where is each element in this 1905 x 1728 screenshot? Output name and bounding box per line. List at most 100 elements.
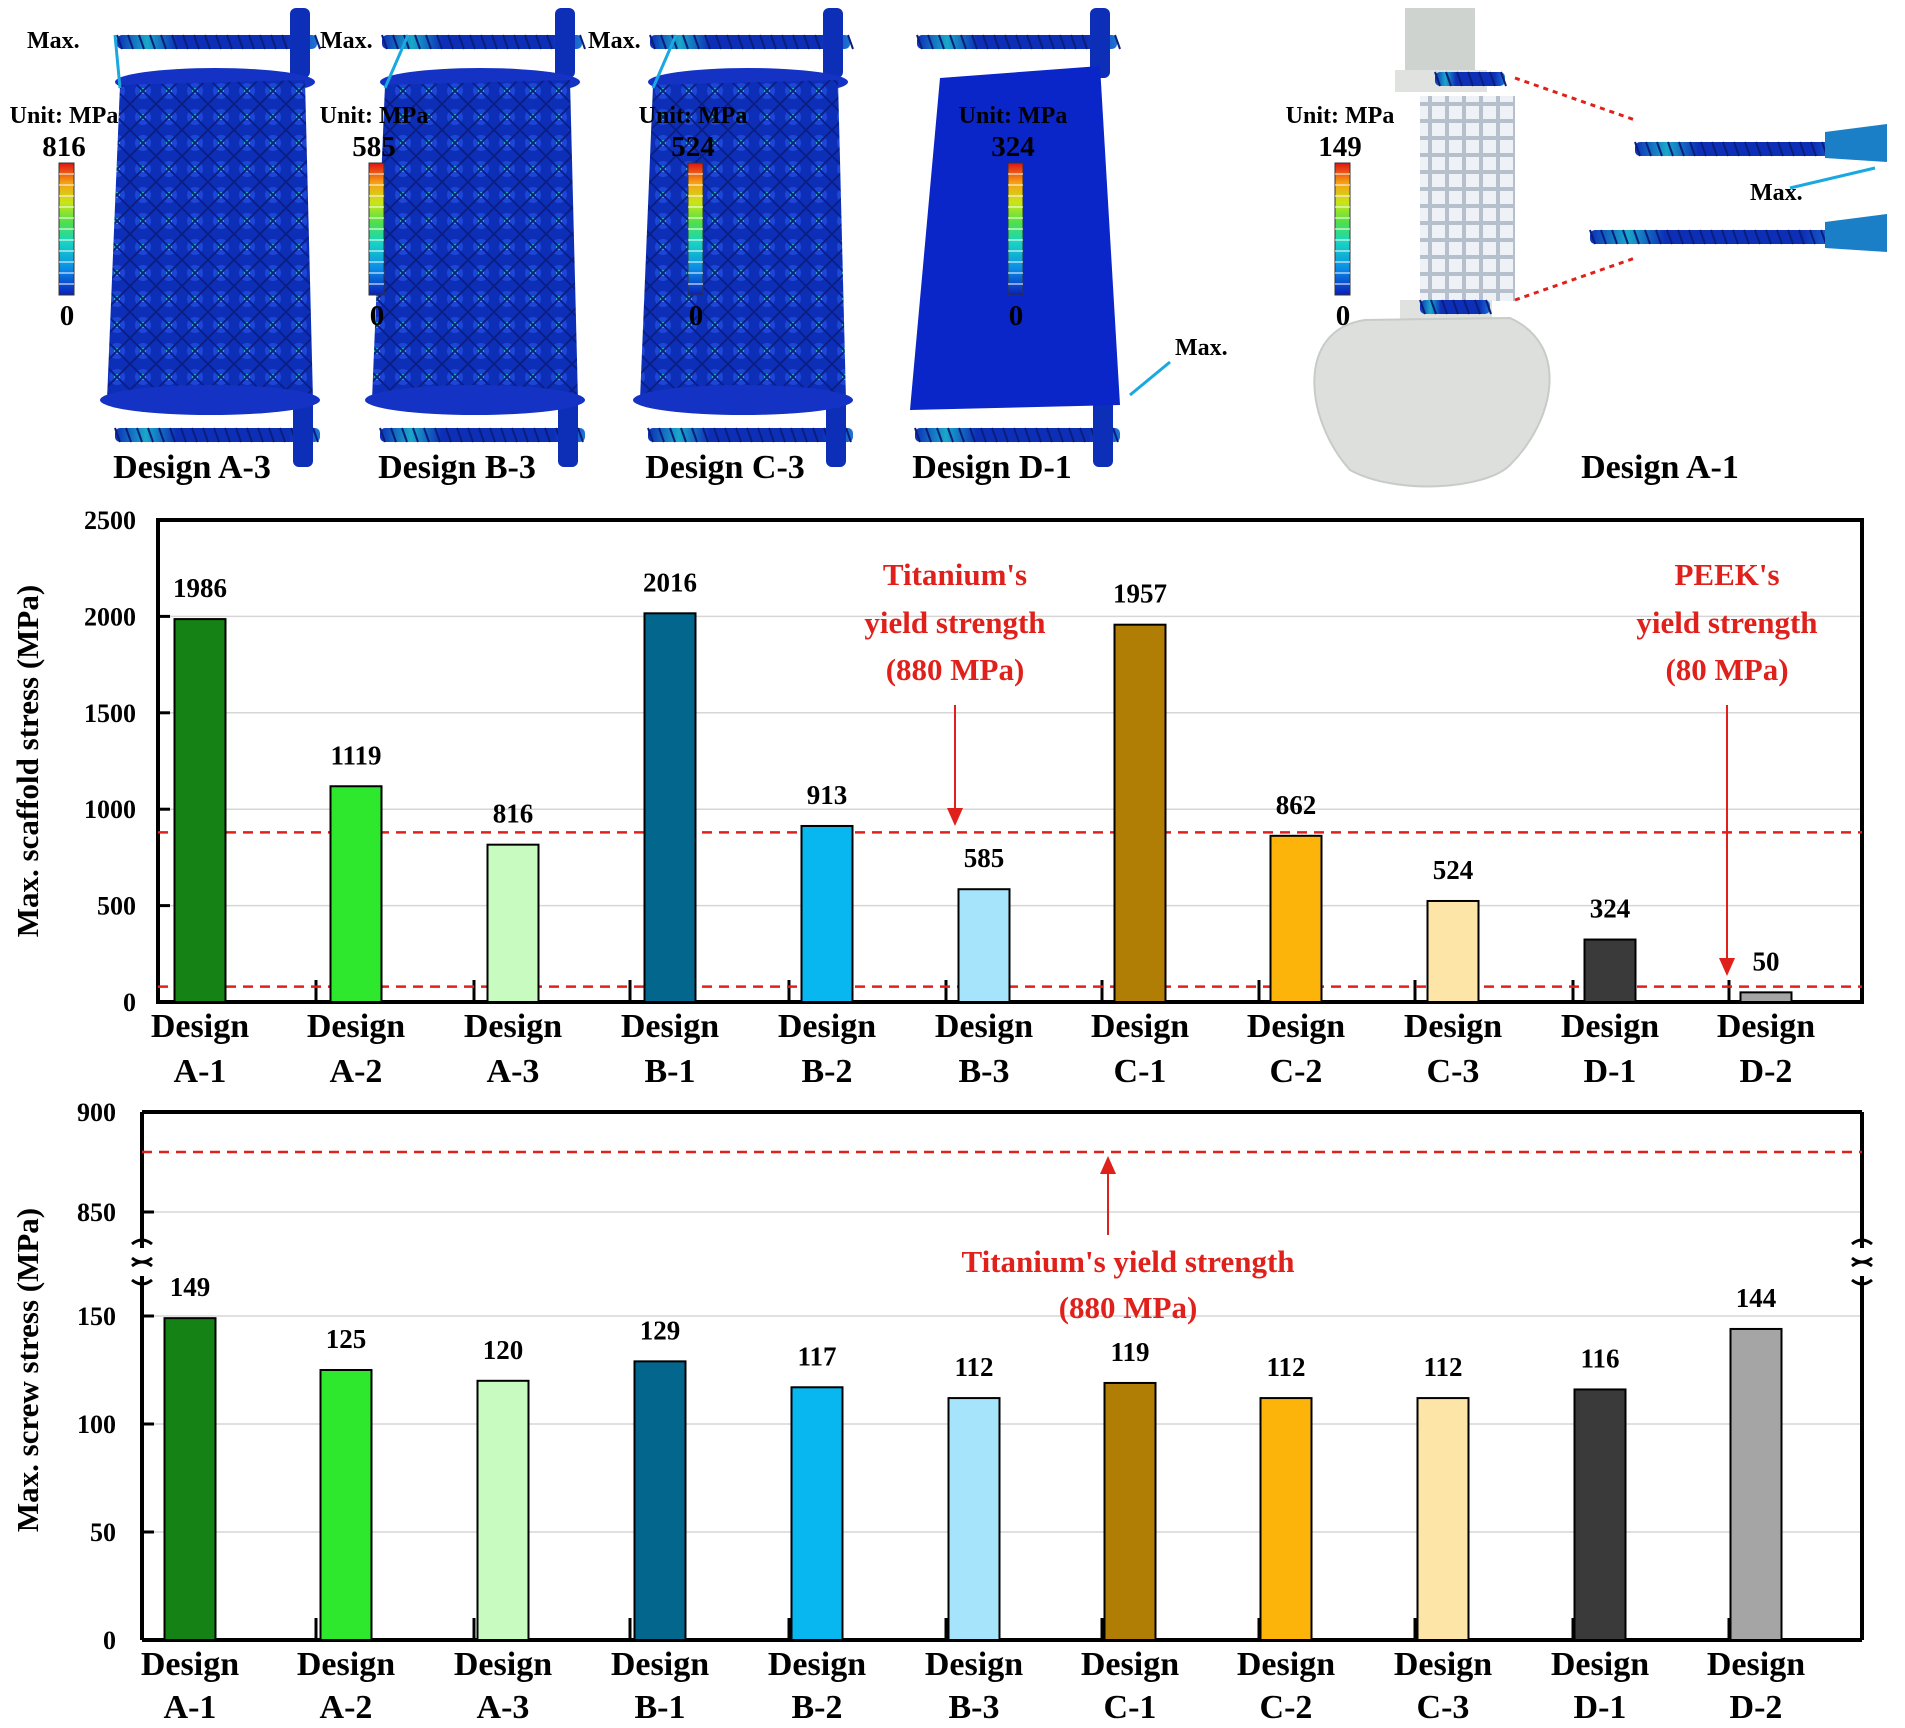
top-screw-thread xyxy=(248,34,255,50)
top-screw-thread xyxy=(1070,34,1077,50)
bottom-screw-thread xyxy=(268,427,275,443)
max-pointer xyxy=(1789,166,1876,190)
inner-bottom-screw-thread xyxy=(1485,299,1492,315)
x-category-label: B-1 xyxy=(635,1689,686,1726)
detail-screw-2-thread xyxy=(1622,229,1629,245)
x-category-label: Design xyxy=(1717,1008,1815,1045)
x-category-label: B-2 xyxy=(792,1689,843,1726)
bottom-screw-thread xyxy=(801,427,808,443)
x-category-label: Design xyxy=(464,1008,562,1045)
bottom-screw-thread xyxy=(790,427,797,443)
bottom-screw-thread xyxy=(647,427,654,443)
top-screw-thread xyxy=(814,34,821,50)
legend-max-value: 524 xyxy=(671,131,715,163)
x-category-label: Design xyxy=(1561,1008,1659,1045)
bottom-screw-thread xyxy=(691,427,698,443)
bar-C-2 xyxy=(1259,1397,1313,1641)
top-screw xyxy=(117,35,317,49)
x-category-label: Design xyxy=(1237,1646,1335,1683)
x-category-label: C-2 xyxy=(1270,1053,1323,1090)
bottom-screw-thread xyxy=(434,427,441,443)
bottom-plate xyxy=(633,385,853,415)
max-label: Max. xyxy=(1750,180,1803,206)
bottom-screw-thread xyxy=(257,427,264,443)
panel-caption: Design D-1 xyxy=(912,449,1072,486)
bottom-screw-thread xyxy=(812,427,819,443)
bottom-screw-thread xyxy=(511,427,518,443)
detail-screw-2-thread xyxy=(1677,229,1684,245)
detail-screw-1-thread xyxy=(1744,141,1751,157)
detail-screw-1-thread xyxy=(1689,141,1696,157)
bottom-screw-thread xyxy=(991,427,998,443)
top-screw-thread xyxy=(649,34,656,50)
y-axis-title: Max. scaffold stress (MPa) xyxy=(10,585,45,937)
panel-caption: Design A-1 xyxy=(1581,449,1739,486)
bottom-screw-thread xyxy=(1057,427,1064,443)
bar-value-label: 119 xyxy=(1110,1337,1149,1367)
top-screw-thread xyxy=(726,34,733,50)
bottom-screw-thread xyxy=(1035,427,1042,443)
unit-label: Unit: MPa xyxy=(1286,103,1395,129)
top-screw-thread xyxy=(693,34,700,50)
bottom-screw-thread xyxy=(423,427,430,443)
top-screw-thread xyxy=(171,34,178,50)
top-screw-thread xyxy=(1026,34,1033,50)
peek-annotation: yield strength xyxy=(1636,605,1817,640)
x-category-label: Design xyxy=(1707,1646,1805,1683)
titanium-annotation: (880 MPa) xyxy=(886,652,1025,687)
top-screw xyxy=(917,35,1117,49)
legend-min-value: 0 xyxy=(1009,300,1024,332)
max-label: Max. xyxy=(1175,335,1228,361)
inner-top-screw-thread xyxy=(1434,71,1441,87)
bar-B-1 xyxy=(633,1360,687,1641)
bottom-screw-thread xyxy=(158,427,165,443)
bottom-screw-thread xyxy=(202,427,209,443)
x-category-label: Design xyxy=(1247,1008,1345,1045)
bottom-screw-thread xyxy=(213,427,220,443)
bar-A-3 xyxy=(486,843,540,1003)
max-pointer xyxy=(651,34,678,89)
bar-value-label: 1986 xyxy=(173,573,227,603)
x-category-label: Design xyxy=(935,1008,1033,1045)
bottom-plate xyxy=(100,385,320,415)
callout-line-bottom xyxy=(1514,256,1636,302)
bar-A-2 xyxy=(329,785,383,1003)
detail-screw-1-thread xyxy=(1667,141,1674,157)
detail-screw-1-thread xyxy=(1656,141,1663,157)
inner-bottom-screw-thread xyxy=(1463,299,1470,315)
bottom-screw-thread xyxy=(390,427,397,443)
bottom-screw-thread xyxy=(1046,427,1053,443)
top-screw-thread xyxy=(138,34,145,50)
top-screw-thread xyxy=(993,34,1000,50)
scaffold-stress-chart: 0 500 1000 1500 2000 2500 1986 Design A-1 1119 Des… xyxy=(10,506,1864,1090)
panel-caption: Design B-3 xyxy=(378,449,536,486)
bar-C-2 xyxy=(1269,834,1323,1003)
bar-value-label: 120 xyxy=(483,1335,524,1365)
top-screw-thread xyxy=(982,34,989,50)
top-screw-head xyxy=(290,8,310,78)
detail-screw-1-thread xyxy=(1799,141,1806,157)
bottom-screw-thread xyxy=(658,427,665,443)
top-screw-thread xyxy=(469,34,476,50)
bar-D-1 xyxy=(1583,938,1637,1003)
top-screw-thread xyxy=(436,34,443,50)
x-category-label: D-1 xyxy=(1584,1053,1637,1090)
top-screw-thread xyxy=(792,34,799,50)
top-screw-thread xyxy=(524,34,531,50)
legend-max-value: 816 xyxy=(42,131,86,163)
x-category-label: C-1 xyxy=(1114,1053,1167,1090)
x-category-label: Design xyxy=(768,1646,866,1683)
bottom-screw-thread xyxy=(1079,427,1086,443)
inner-bottom-screw-thread xyxy=(1474,299,1481,315)
bottom-screw-thread xyxy=(746,427,753,443)
callout-line-top xyxy=(1514,76,1636,122)
x-category-label: D-2 xyxy=(1740,1053,1793,1090)
detail-screw-1-head xyxy=(1825,124,1887,162)
legend-max-value: 324 xyxy=(991,131,1035,163)
bar-A-1 xyxy=(173,618,227,1003)
